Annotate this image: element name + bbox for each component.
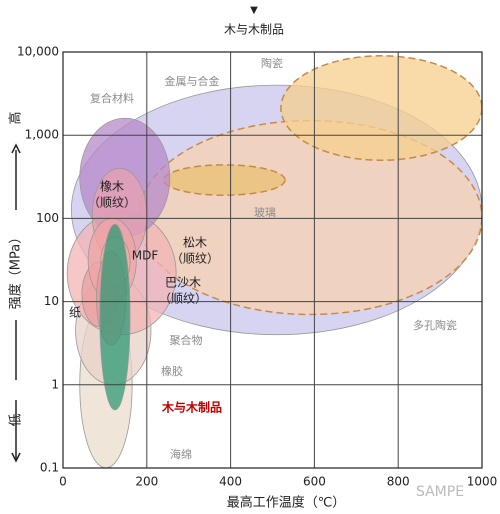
region-label: MDF (132, 249, 159, 263)
region-label: 海绵 (170, 447, 192, 461)
region (280, 55, 482, 161)
region-label: （顺纹） (88, 196, 136, 210)
region-label: （顺纹） (159, 292, 207, 306)
region-label: 陶瓷 (261, 56, 283, 70)
up-arrow-head (11, 143, 21, 154)
chart-title: 木与木制品 (224, 23, 284, 37)
marker-arrow: ▼ (250, 5, 258, 16)
region-label: （顺纹） (171, 252, 219, 266)
x-tick-label: 400 (219, 475, 242, 489)
region-label: 复合材料 (90, 91, 134, 105)
region-label: 橡胶 (161, 364, 183, 378)
y-tick-label: 0.1 (40, 461, 59, 475)
region (162, 164, 286, 196)
y-axis-label: 强度（MPa） (8, 231, 24, 309)
region (99, 223, 131, 411)
grid: 0 200 400 600 800 1000 0.1 1 10 100 1,000 10,000 (17, 45, 497, 489)
region-label: 橡木 (100, 180, 124, 194)
y-tick-label: 100 (36, 211, 59, 225)
region-label: 纸 (69, 306, 81, 320)
x-tick-label: 1000 (467, 475, 498, 489)
region-label: 金属与合金 (165, 74, 220, 88)
watermark: SAMPE (416, 484, 464, 500)
plot-frame (62, 51, 483, 469)
y-tick-label: 10 (44, 294, 59, 308)
y-tick-label: 1 (51, 377, 59, 391)
down-arrow-head (11, 452, 21, 463)
region-label: 巴沙木 (165, 276, 201, 290)
x-tick-label: 600 (303, 475, 326, 489)
high-label: 高 (8, 111, 24, 124)
region-label: 多孔陶瓷 (413, 318, 457, 332)
x-tick-label: 0 (59, 475, 67, 489)
x-axis-label: 最高工作温度（℃） (227, 495, 346, 511)
regions (66, 55, 482, 468)
region-label: 玻璃 (254, 205, 276, 219)
y-tick-label: 1,000 (25, 128, 59, 142)
x-tick-label: 800 (387, 475, 410, 489)
region-label: 木与木制品 (161, 400, 222, 415)
region-label: 聚合物 (170, 333, 203, 347)
y-tick-label: 10,000 (17, 45, 59, 59)
region-label: 松木 (183, 236, 207, 250)
x-tick-label: 200 (135, 475, 158, 489)
